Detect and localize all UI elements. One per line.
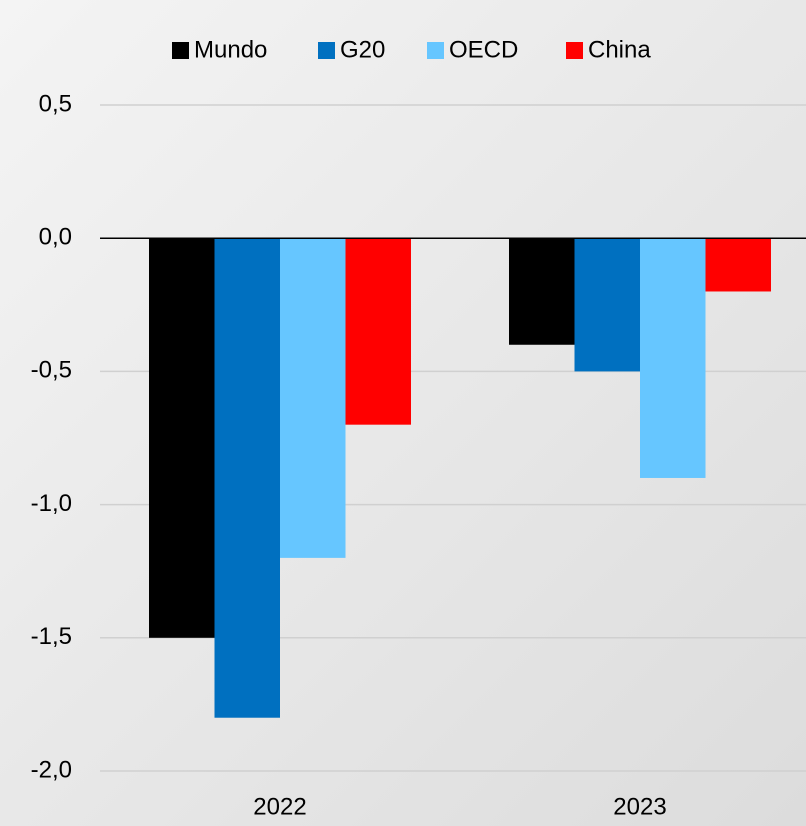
legend-swatch bbox=[172, 42, 189, 59]
legend-swatch bbox=[318, 42, 335, 59]
legend-label: G20 bbox=[340, 36, 385, 63]
bar bbox=[574, 238, 640, 372]
bar bbox=[214, 238, 280, 718]
bar bbox=[149, 238, 215, 638]
bar bbox=[345, 238, 411, 425]
legend-swatch bbox=[427, 42, 444, 59]
legend-label: OECD bbox=[449, 36, 518, 63]
y-tick-label: -2,0 bbox=[31, 756, 72, 783]
x-tick-label: 2022 bbox=[253, 793, 306, 820]
y-tick-label: -1,0 bbox=[31, 490, 72, 517]
bar bbox=[280, 238, 346, 558]
legend-swatch bbox=[566, 42, 583, 59]
bar bbox=[705, 238, 771, 292]
legend-label: China bbox=[588, 36, 651, 63]
y-tick-label: -0,5 bbox=[31, 357, 72, 384]
x-tick-label: 2023 bbox=[613, 793, 666, 820]
bar bbox=[509, 238, 575, 345]
y-tick-label: 0,0 bbox=[39, 224, 72, 251]
y-tick-label: -1,5 bbox=[31, 623, 72, 650]
bar bbox=[640, 238, 706, 478]
y-tick-label: 0,5 bbox=[39, 90, 72, 117]
legend-label: Mundo bbox=[194, 36, 267, 63]
